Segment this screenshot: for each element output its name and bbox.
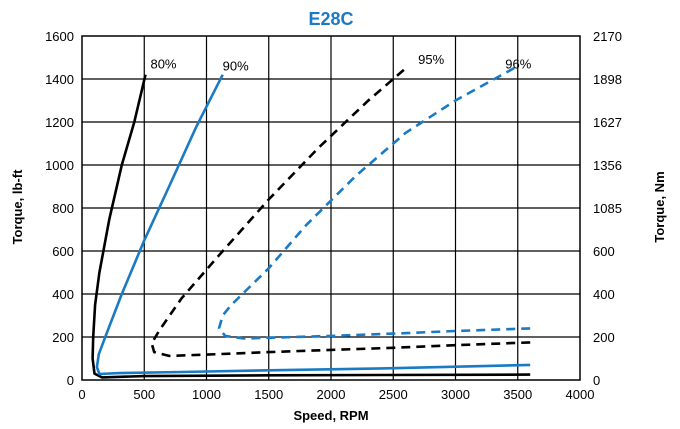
series-label-3: 96% [505, 56, 531, 71]
x-tick-label: 1500 [254, 387, 283, 402]
y-axis-ticks: 0 200 400 600 800 1000 1200 1400 1600 [45, 29, 74, 388]
x-tick-label: 2000 [317, 387, 346, 402]
series-labels: 80% 90% 95% 96% [150, 52, 531, 73]
x-tick-label: 4000 [566, 387, 595, 402]
y-tick-label: 600 [52, 244, 74, 259]
series-line-0 [91, 74, 531, 379]
series-line-1 [95, 74, 531, 376]
y2-tick-label: 200 [593, 330, 615, 345]
y-tick-label: 400 [52, 287, 74, 302]
x-tick-label: 3500 [503, 387, 532, 402]
y-tick-label: 1200 [45, 115, 74, 130]
series-label-0: 80% [150, 56, 176, 71]
x-tick-label: 500 [133, 387, 155, 402]
y-tick-label: 800 [52, 201, 74, 216]
y-axis-label: Torque, lb-ft [10, 169, 25, 245]
y-tick-label: 0 [67, 373, 74, 388]
y2-tick-label: 2170 [593, 29, 622, 44]
x-axis-ticks: 0 500 1000 1500 2000 2500 3000 3500 4000 [78, 387, 594, 402]
series-group [91, 64, 531, 379]
y2-tick-label: 1085 [593, 201, 622, 216]
y2-tick-label: 0 [593, 373, 600, 388]
y-tick-label: 1400 [45, 72, 74, 87]
y-tick-label: 1000 [45, 158, 74, 173]
series-label-1: 90% [223, 58, 249, 73]
y2-axis-label: Torque, Nm [652, 171, 667, 242]
x-tick-label: 2500 [379, 387, 408, 402]
y2-axis-ticks: 0 200 400 600 1085 1356 1627 1898 2170 [593, 29, 622, 388]
plot-frame [81, 35, 581, 381]
x-tick-label: 3000 [441, 387, 470, 402]
y2-tick-label: 1356 [593, 158, 622, 173]
chart-title: E28C [308, 9, 353, 29]
series-label-2: 95% [418, 52, 444, 67]
y2-tick-label: 600 [593, 244, 615, 259]
x-tick-label: 0 [78, 387, 85, 402]
series-line-3 [217, 64, 531, 340]
grid [82, 36, 580, 380]
y2-tick-label: 400 [593, 287, 615, 302]
series-line-2 [150, 67, 531, 358]
y2-tick-label: 1627 [593, 115, 622, 130]
y-tick-label: 1600 [45, 29, 74, 44]
x-axis-label: Speed, RPM [293, 408, 368, 423]
y2-tick-label: 1898 [593, 72, 622, 87]
y-tick-label: 200 [52, 330, 74, 345]
x-tick-label: 1000 [192, 387, 221, 402]
